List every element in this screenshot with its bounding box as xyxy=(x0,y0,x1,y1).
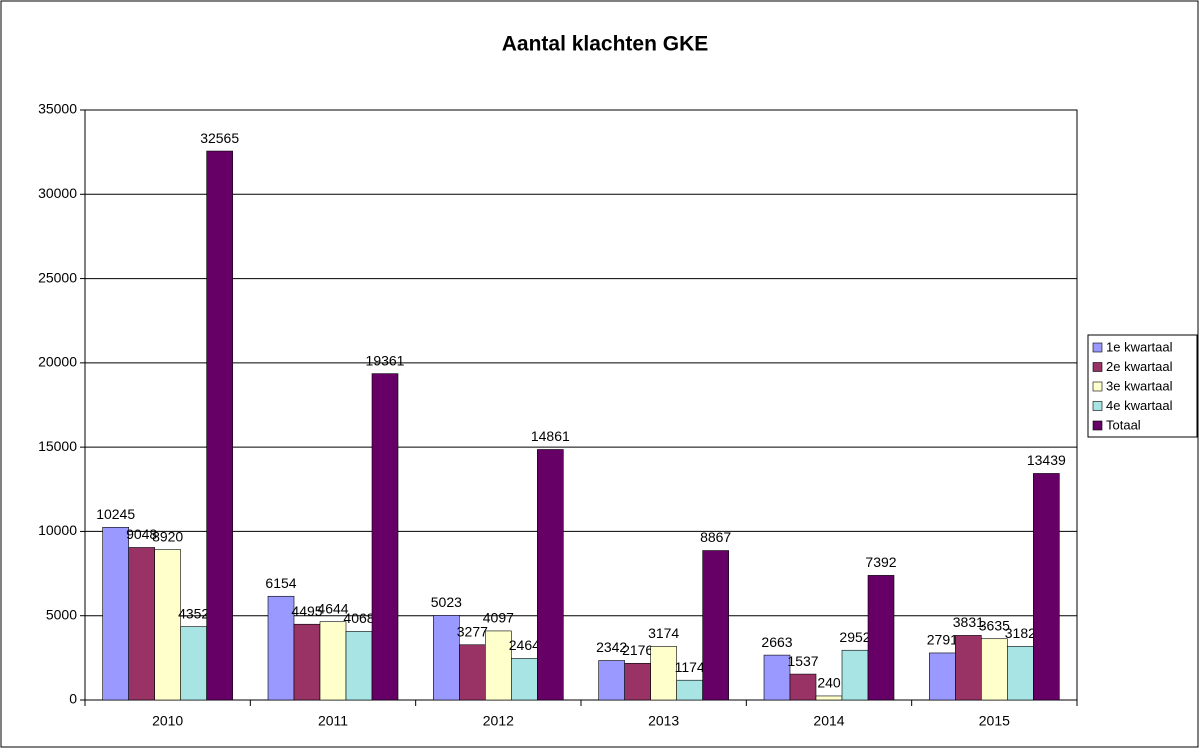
value-label: 4097 xyxy=(483,610,514,626)
value-label: 2952 xyxy=(839,629,870,645)
y-tick-label: 10000 xyxy=(38,522,77,538)
value-label: 4495 xyxy=(291,603,322,619)
y-tick-label: 30000 xyxy=(38,185,77,201)
value-label: 13439 xyxy=(1027,452,1066,468)
bar xyxy=(293,623,321,701)
bar xyxy=(180,626,207,701)
value-label: 5023 xyxy=(431,594,462,610)
bar xyxy=(841,649,869,701)
legend-swatch xyxy=(1092,381,1103,392)
x-tick-label: 2014 xyxy=(813,713,844,729)
value-label: 3635 xyxy=(979,617,1010,633)
value-label: 2342 xyxy=(596,639,627,655)
bar xyxy=(650,646,677,701)
bar xyxy=(981,638,1008,701)
bar xyxy=(815,695,843,701)
chart-title: Aantal klachten GKE xyxy=(502,33,709,56)
y-tick-label: 15000 xyxy=(38,438,77,454)
value-label: 7392 xyxy=(865,554,896,570)
value-label: 2464 xyxy=(509,637,540,653)
bar xyxy=(128,547,155,701)
value-label: 9048 xyxy=(126,526,157,542)
x-tick-label: 2013 xyxy=(648,713,679,729)
value-label: 1174 xyxy=(675,659,705,675)
legend-swatch xyxy=(1092,420,1103,431)
x-tick-label: 2015 xyxy=(979,713,1010,729)
bar xyxy=(102,526,129,701)
legend-label: 2e kwartaal xyxy=(1106,359,1173,374)
bar xyxy=(345,631,373,701)
bar xyxy=(154,549,181,701)
bar xyxy=(267,595,295,701)
value-label: 19361 xyxy=(366,352,405,368)
bar xyxy=(702,550,729,701)
value-label: 2176 xyxy=(622,642,653,658)
x-tick-label: 2011 xyxy=(318,713,348,729)
legend-label: 4e kwartaal xyxy=(1106,398,1173,413)
value-label: 3831 xyxy=(953,614,984,630)
y-tick-label: 25000 xyxy=(38,269,77,285)
value-label: 32565 xyxy=(200,130,239,146)
x-tick-label: 2010 xyxy=(152,713,183,729)
bar xyxy=(763,654,791,701)
plot-area xyxy=(84,109,1078,701)
value-label: 14861 xyxy=(531,428,570,444)
value-label: 240 xyxy=(817,675,841,691)
value-label: 8920 xyxy=(152,528,183,544)
value-label: 4644 xyxy=(317,600,348,616)
y-tick-label: 0 xyxy=(69,691,77,707)
legend-swatch xyxy=(1092,342,1103,353)
value-label: 3182 xyxy=(1005,625,1036,641)
y-tick-label: 5000 xyxy=(46,606,77,622)
bar xyxy=(459,644,486,701)
bar xyxy=(789,673,817,701)
y-tick-label: 20000 xyxy=(38,354,77,370)
value-label: 3277 xyxy=(457,623,488,639)
bar xyxy=(1033,473,1060,701)
value-label: 1537 xyxy=(787,653,818,669)
bar xyxy=(371,373,399,701)
bar xyxy=(206,150,233,701)
legend-box xyxy=(1087,334,1198,438)
legend-swatch xyxy=(1092,362,1103,372)
value-label: 8867 xyxy=(700,529,731,545)
legend-label: 3e kwartaal xyxy=(1106,378,1173,393)
value-label: 2791 xyxy=(927,632,958,648)
bar xyxy=(598,660,625,701)
bar xyxy=(485,630,512,701)
bar xyxy=(511,658,538,701)
bar xyxy=(676,679,703,701)
bar xyxy=(955,635,982,701)
bar xyxy=(319,621,347,701)
value-label: 3174 xyxy=(648,625,679,641)
value-label: 4068 xyxy=(343,610,374,626)
legend-label: Totaal xyxy=(1106,417,1141,432)
bar xyxy=(433,615,460,701)
value-label: 2663 xyxy=(761,634,792,650)
x-tick-label: 2012 xyxy=(483,713,514,729)
bar xyxy=(537,449,564,701)
bar xyxy=(1007,646,1034,701)
value-label: 10245 xyxy=(96,506,135,522)
bar xyxy=(624,663,651,701)
value-label: 6154 xyxy=(265,575,296,591)
legend-swatch xyxy=(1092,401,1103,411)
value-label: 4352 xyxy=(178,605,209,621)
y-tick-label: 35000 xyxy=(38,101,77,117)
legend-label: 1e kwartaal xyxy=(1106,339,1173,354)
bar xyxy=(929,652,956,701)
bar xyxy=(867,575,895,701)
